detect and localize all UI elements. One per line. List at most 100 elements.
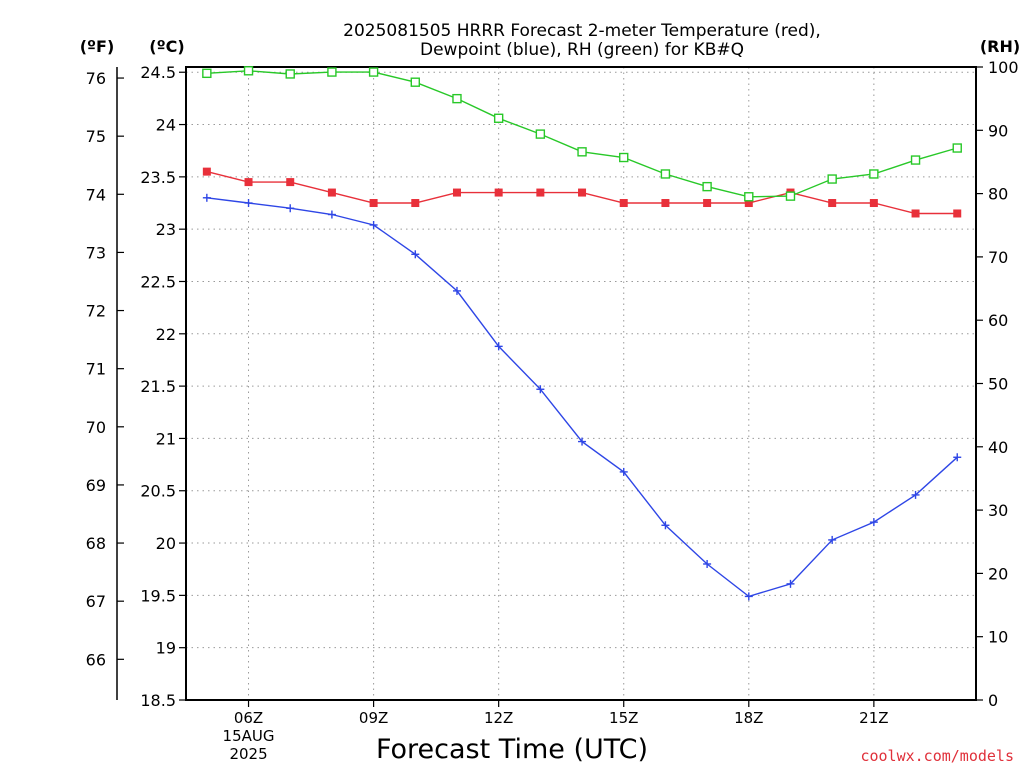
rh-point [952,143,962,153]
rh-point [535,129,546,139]
rh-point [744,192,754,202]
rh-point [910,155,921,165]
temperature-point [911,209,920,218]
dewpoint-point [369,220,378,229]
dewpoint-point [661,521,670,530]
temperature-point [744,199,753,208]
chart-title-line-2: Dewpoint (blue), RH (green) for KB#Q [420,40,744,60]
rh-line [206,70,958,198]
axes [116,66,983,707]
fahrenheit-tick-label: 74 [86,185,106,204]
dewpoint-point [828,535,837,544]
rh-point [660,169,671,179]
temperature-point [244,178,253,187]
fahrenheit-tick-label: 75 [86,127,106,146]
grid [186,67,976,701]
celsius-tick-label: 22 [156,325,176,344]
chart-title-line-1: 2025081505 HRRR Forecast 2-meter Tempera… [343,21,821,41]
celsius-tick-label: 19.5 [140,586,176,605]
celsius-tick-label: 23.5 [140,168,176,187]
temperature-point [536,188,545,197]
plot-frame [185,66,977,701]
x-tick-year: 2025 [229,745,267,763]
dewpoint-point [744,592,753,601]
dewpoint-point [327,210,336,219]
temperature-point [286,178,295,187]
dewpoint-point [578,437,587,446]
dewpoint-point [911,490,920,499]
celsius-tick-label: 21 [156,429,176,448]
temperature-point [411,199,420,208]
dewpoint-point [452,286,461,295]
x-tick-label: 12Z [484,709,513,727]
tick-labels: 18.5 19 19.5 20 20.5 21 21.5 22 22.5 23 23.5 24 24.5… [86,58,1019,763]
rh-point [368,67,379,77]
rh-point [619,152,629,163]
celsius-tick-label: 20 [156,534,176,553]
series-dewpoint [202,193,962,601]
temperature-point [661,199,670,208]
temperature-point [202,167,211,176]
celsius-tick-label: 20.5 [140,482,176,501]
x-tick-label: 06Z [234,709,263,727]
celsius-tick-label: 18.5 [140,691,176,710]
temperature-point [703,199,712,208]
rh-tick-label: 30 [988,501,1008,520]
dewpoint-point [202,193,211,202]
x-tick-label: 21Z [859,709,888,727]
temperature-point [828,199,837,208]
series-rh [202,66,962,202]
x-tick-label: 18Z [734,709,763,727]
temperature-point [619,199,628,208]
rh-tick-label: 40 [988,438,1008,457]
dewpoint-point [536,385,545,394]
x-tick-date: 15AUG [223,727,275,745]
x-tick-label: 09Z [359,709,388,727]
temperature-point [578,188,587,197]
fahrenheit-tick-label: 69 [86,476,106,495]
rh-point [410,77,420,87]
x-axis-label: Forecast Time (UTC) [376,734,648,765]
rh-point [452,93,462,104]
series-temperature [202,167,962,218]
fahrenheit-tick-label: 73 [86,243,106,262]
rh-point [577,147,587,157]
series [202,66,962,601]
fahrenheit-tick-label: 71 [86,360,106,379]
rh-point [827,174,837,184]
dewpoint-point [703,559,712,568]
celsius-tick-label: 19 [156,639,176,658]
rh-tick-label: 0 [988,691,998,710]
dewpoint-point [244,199,253,208]
rh-tick-label: 70 [988,248,1008,267]
rh-tick-label: 10 [988,628,1008,647]
celsius-unit-label: (ºC) [149,37,184,56]
temperature-point [953,209,962,218]
source-credit[interactable]: coolwx.com/models [860,747,1014,765]
rh-tick-label: 50 [988,375,1008,394]
dewpoint-point [619,467,628,476]
rh-tick-label: 20 [988,564,1008,583]
temperature-point [869,199,878,208]
temperature-point [452,188,461,197]
celsius-tick-label: 21.5 [140,377,176,396]
rh-point [493,113,504,123]
fahrenheit-tick-label: 76 [86,69,106,88]
dewpoint-point [869,518,878,527]
fahrenheit-tick-label: 67 [86,592,106,611]
rh-point [702,181,712,192]
celsius-tick-label: 22.5 [140,272,176,291]
temperature-point [494,188,503,197]
dewpoint-point [494,342,503,351]
celsius-tick-label: 23 [156,220,176,239]
fahrenheit-unit-label: (ºF) [80,37,115,56]
dewpoint-point [286,204,295,213]
rh-point [785,191,796,201]
dewpoint-point [411,250,420,259]
rh-point [202,68,212,79]
dewpoint-point [953,453,962,462]
fahrenheit-tick-label: 72 [86,302,106,321]
rh-tick-label: 100 [988,58,1019,77]
rh-point [285,69,295,79]
